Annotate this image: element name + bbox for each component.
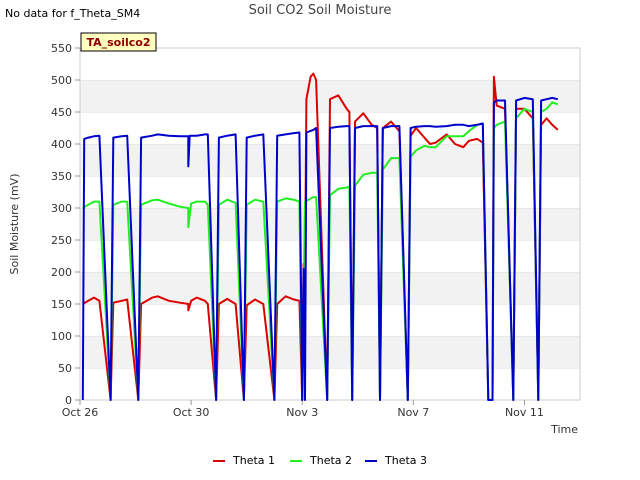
x-axis-ticks: Oct 26 Oct 30 Nov 3 Nov 7 Nov 11 <box>62 400 544 419</box>
y-tick-label: 50 <box>58 362 72 375</box>
x-tick-label: Oct 30 <box>173 406 210 419</box>
no-data-note: No data for f_Theta_SM4 <box>5 7 141 20</box>
legend-label: Theta 3 <box>384 454 427 467</box>
y-tick-label: 0 <box>65 394 72 407</box>
y-tick-label: 350 <box>51 170 72 183</box>
ta-soilco2-badge: TA_soilco2 <box>80 32 157 52</box>
y-axis-ticks: 0 50 100 150 200 250 300 350 400 450 500 550 <box>51 42 80 407</box>
grid-band <box>80 368 580 400</box>
y-tick-label: 300 <box>51 202 72 215</box>
legend-label: Theta 2 <box>309 454 352 467</box>
grid-band <box>80 304 580 336</box>
y-tick-label: 100 <box>51 330 72 343</box>
y-tick-label: 450 <box>51 106 72 119</box>
grid-band <box>80 336 580 368</box>
y-tick-label: 200 <box>51 266 72 279</box>
plot-area <box>79 47 581 401</box>
series-lines <box>81 72 559 401</box>
chart-title: Soil CO2 Soil Moisture <box>248 3 392 18</box>
y-axis-label: Soil Moisture (mV) <box>8 174 21 275</box>
y-tick-label: 500 <box>51 74 72 87</box>
x-tick-label: Nov 3 <box>286 406 318 419</box>
y-tick-label: 400 <box>51 138 72 151</box>
y-tick-label: 250 <box>51 234 72 247</box>
x-axis-label: Time <box>550 423 578 436</box>
x-tick-label: Nov 7 <box>397 406 429 419</box>
x-tick-label: Oct 26 <box>62 406 99 419</box>
y-tick-label: 550 <box>51 42 72 55</box>
series-line-theta-3 <box>81 96 559 401</box>
y-tick-label: 150 <box>51 298 72 311</box>
grid-band <box>80 272 580 304</box>
legend-label: Theta 1 <box>232 454 275 467</box>
badge-label: TA_soilco2 <box>86 36 150 49</box>
grid-band <box>80 48 580 80</box>
x-tick-label: Nov 11 <box>505 406 544 419</box>
legend: Theta 1 Theta 2 Theta 3 <box>213 454 427 467</box>
